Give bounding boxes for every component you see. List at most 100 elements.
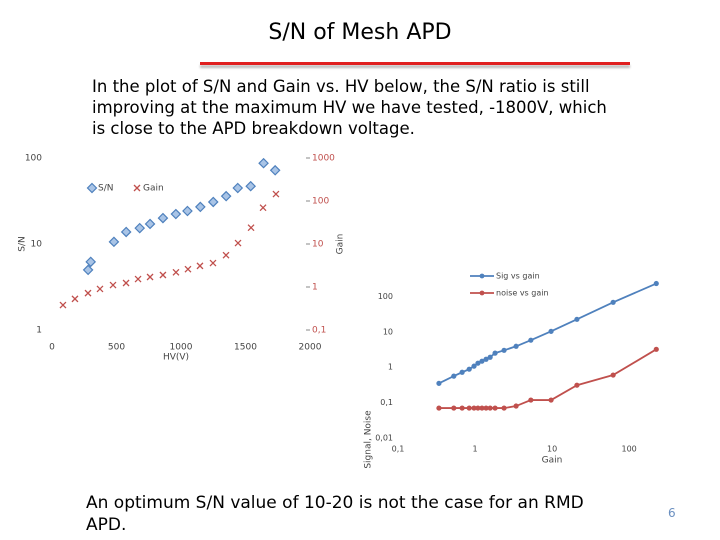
data-point (436, 380, 442, 386)
data-point (610, 299, 616, 305)
y-tick-label: 1 (36, 326, 42, 336)
marker-stroke (71, 295, 79, 303)
x-tick-label: 100 (622, 445, 637, 454)
data-point (232, 182, 244, 194)
data-point (82, 264, 94, 276)
data-point (479, 358, 485, 364)
marker-stroke (259, 204, 267, 212)
marker-stroke (96, 285, 104, 293)
conclusion: An optimum S/N value of 10-20 is not the… (86, 493, 584, 535)
legend-marker (479, 290, 485, 296)
data-point (220, 190, 232, 202)
legend-marker (133, 184, 141, 192)
data-point (501, 405, 507, 411)
data-point (196, 262, 204, 270)
marker-stroke (272, 190, 280, 198)
data-point (222, 251, 230, 259)
data-point (492, 405, 498, 411)
data-point (245, 180, 257, 192)
y2-tick-label: 10 (312, 240, 324, 250)
data-point (483, 405, 489, 411)
data-point (492, 350, 498, 356)
data-point (269, 164, 281, 176)
x-tick-label: 1000 (170, 343, 193, 353)
y-tick-label: 0,1 (380, 398, 393, 407)
data-point (122, 279, 130, 287)
data-point (272, 190, 280, 198)
data-point (610, 372, 616, 378)
data-point (71, 295, 79, 303)
marker-stroke (59, 301, 67, 309)
x-tick-label: 0,1 (392, 445, 405, 454)
y2-tick-label: 0,1 (312, 326, 326, 336)
y2-tick-label: 100 (312, 197, 329, 207)
data-point (195, 201, 206, 213)
marker-stroke (133, 184, 141, 192)
data-point (120, 226, 132, 238)
charts: 0 500 1000 1500 20001101000,11101001000HV(V)… (18, 154, 659, 469)
legend-label: Sig vs gain (496, 272, 540, 281)
data-point (170, 208, 182, 220)
data-point (144, 218, 156, 230)
marker-stroke (247, 224, 255, 232)
marker-stroke (222, 251, 230, 259)
data-point (59, 301, 67, 309)
data-point (574, 316, 580, 322)
marker-stroke (134, 275, 142, 283)
data-point (182, 205, 193, 217)
data-point (234, 239, 242, 247)
data-point (548, 397, 554, 403)
legend-marker (86, 182, 98, 194)
slide-title: S/N of Mesh APD (268, 20, 452, 45)
y2-tick-label: 1 (312, 283, 318, 293)
data-point (487, 405, 493, 411)
data-point (159, 271, 167, 279)
y-axis-label: Signal, Noise (364, 410, 374, 469)
data-point (209, 259, 217, 267)
marker-stroke (234, 239, 242, 247)
data-point (184, 265, 192, 273)
y-tick-label: 0,01 (375, 434, 393, 443)
legend-label: noise vs gain (496, 289, 549, 298)
data-point (459, 405, 465, 411)
x-tick-label: 10 (547, 445, 557, 454)
marker-stroke (84, 289, 92, 297)
x-tick-label: 500 (108, 343, 125, 353)
data-point (108, 236, 120, 248)
data-point (466, 366, 472, 372)
data-point (258, 157, 269, 169)
legend-label: Gain (143, 184, 164, 194)
data-point (574, 382, 580, 388)
marker-stroke (122, 279, 130, 287)
data-point (653, 346, 659, 352)
legend-marker (479, 273, 485, 279)
y-tick-label: 1 (388, 363, 393, 372)
data-point (109, 281, 117, 289)
marker-stroke (146, 273, 154, 281)
x-axis-label: HV(V) (163, 353, 189, 363)
data-point (172, 268, 180, 276)
paragraph: In the plot of S/N and Gain vs. HV below… (92, 77, 607, 138)
legend-label: S/N (98, 184, 113, 194)
data-point (134, 222, 146, 234)
data-point (475, 405, 481, 411)
y-tick-label: 10 (31, 240, 43, 250)
data-point (157, 212, 169, 224)
data-point (146, 273, 154, 281)
y2-axis-label: Gain (336, 234, 346, 255)
data-point (513, 403, 519, 409)
y-tick-label: 100 (25, 154, 42, 164)
marker-stroke (159, 271, 167, 279)
x-axis-label: Gain (542, 456, 563, 466)
data-point (451, 373, 457, 379)
data-point (84, 289, 92, 297)
x-tick-label: 1500 (234, 343, 257, 353)
data-point (207, 196, 219, 208)
x-tick-label: 0 (49, 343, 55, 353)
data-point (459, 369, 465, 375)
x-tick-label: 2000 (299, 343, 322, 353)
data-point (479, 405, 485, 411)
data-point (259, 204, 267, 212)
y-tick-label: 100 (378, 292, 393, 301)
